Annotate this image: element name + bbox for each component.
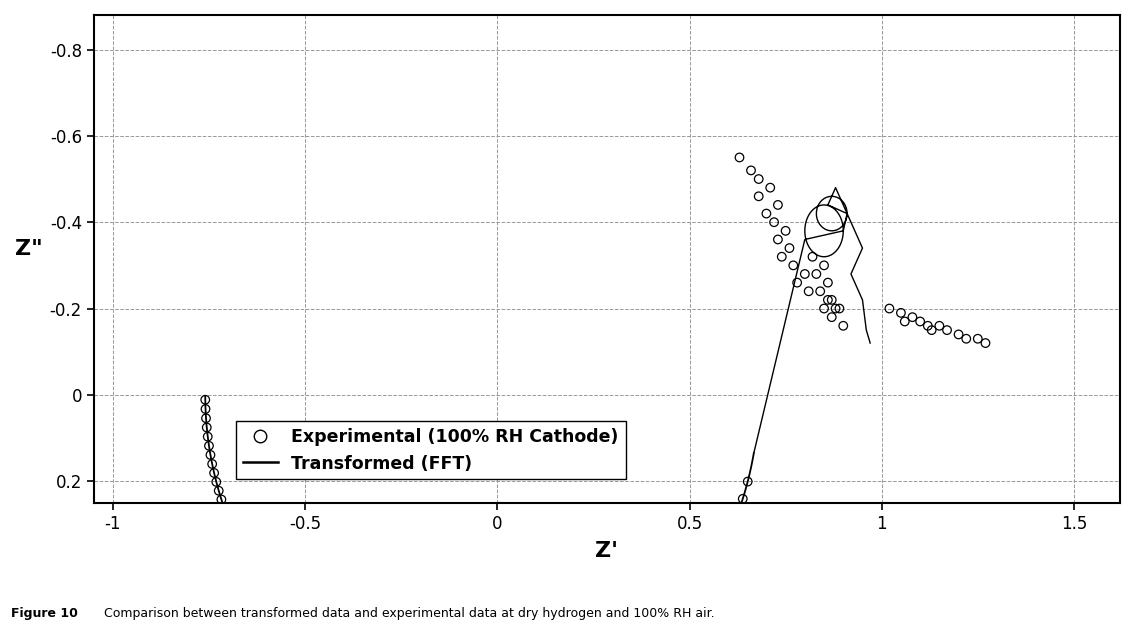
Point [918, 321, 936, 331]
Point [784, 260, 802, 270]
Text: Figure 10: Figure 10 [11, 607, 78, 620]
Point [655, 623, 673, 626]
Point [721, 527, 739, 537]
Point [201, 450, 219, 460]
Point [291, 623, 309, 626]
Point [762, 183, 780, 193]
Point [776, 226, 794, 236]
Point [903, 312, 922, 322]
Point [196, 395, 215, 405]
Point [892, 308, 910, 318]
Point [911, 317, 930, 327]
Point [251, 576, 269, 586]
Point [739, 476, 757, 486]
Point [229, 536, 247, 546]
Point [812, 286, 830, 296]
Point [815, 304, 833, 314]
Point [272, 604, 291, 614]
Point [818, 277, 836, 287]
Point [203, 459, 221, 469]
Point [733, 494, 751, 504]
Point [826, 304, 844, 314]
Y-axis label: Z": Z" [15, 239, 43, 259]
Point [815, 260, 833, 270]
Point [246, 568, 264, 578]
Point [976, 338, 994, 348]
Point [742, 165, 760, 175]
Point [731, 153, 749, 163]
Point [823, 295, 841, 305]
Point [788, 277, 806, 287]
Point [804, 252, 822, 262]
Point [834, 321, 852, 331]
Point [218, 511, 236, 521]
Point [896, 317, 914, 327]
Point [671, 607, 689, 617]
Point [696, 573, 714, 583]
Point [267, 597, 285, 607]
Point [831, 304, 849, 314]
Point [216, 503, 234, 513]
Point [197, 423, 216, 433]
Point [242, 561, 260, 571]
Point [200, 441, 218, 451]
Point [923, 325, 941, 335]
Point [225, 528, 243, 538]
Point [278, 611, 296, 621]
Point [261, 590, 279, 600]
Text: Comparison between transformed data and experimental data at dry hydrogen and 10: Comparison between transformed data and … [96, 607, 715, 620]
Point [212, 495, 230, 505]
Point [938, 325, 956, 335]
Point [768, 200, 787, 210]
Point [823, 312, 841, 322]
Point [728, 511, 746, 521]
Point [237, 553, 255, 563]
Point [705, 559, 723, 569]
Point [199, 432, 217, 442]
Point [957, 334, 975, 344]
Point [196, 404, 215, 414]
Point [208, 477, 226, 487]
Point [284, 617, 302, 626]
Point [931, 321, 949, 331]
Point [950, 329, 968, 339]
Point [968, 334, 986, 344]
Point [205, 468, 224, 478]
Point [757, 208, 775, 218]
Point [796, 269, 814, 279]
Point [233, 545, 251, 555]
Point [799, 286, 817, 296]
Point [781, 243, 799, 253]
Point [197, 413, 216, 423]
Point [687, 588, 705, 598]
Point [765, 217, 783, 227]
Point [773, 252, 791, 262]
Point [807, 269, 825, 279]
Point [221, 520, 239, 530]
Point [768, 235, 787, 245]
Point [257, 583, 275, 593]
Point [818, 295, 836, 305]
X-axis label: Z': Z' [596, 541, 619, 561]
Point [687, 588, 705, 598]
Point [881, 304, 899, 314]
Legend: Experimental (100% RH Cathode), Transformed (FFT): Experimental (100% RH Cathode), Transfor… [236, 421, 625, 480]
Point [210, 486, 228, 496]
Point [749, 192, 767, 202]
Point [714, 543, 732, 553]
Point [749, 174, 767, 184]
